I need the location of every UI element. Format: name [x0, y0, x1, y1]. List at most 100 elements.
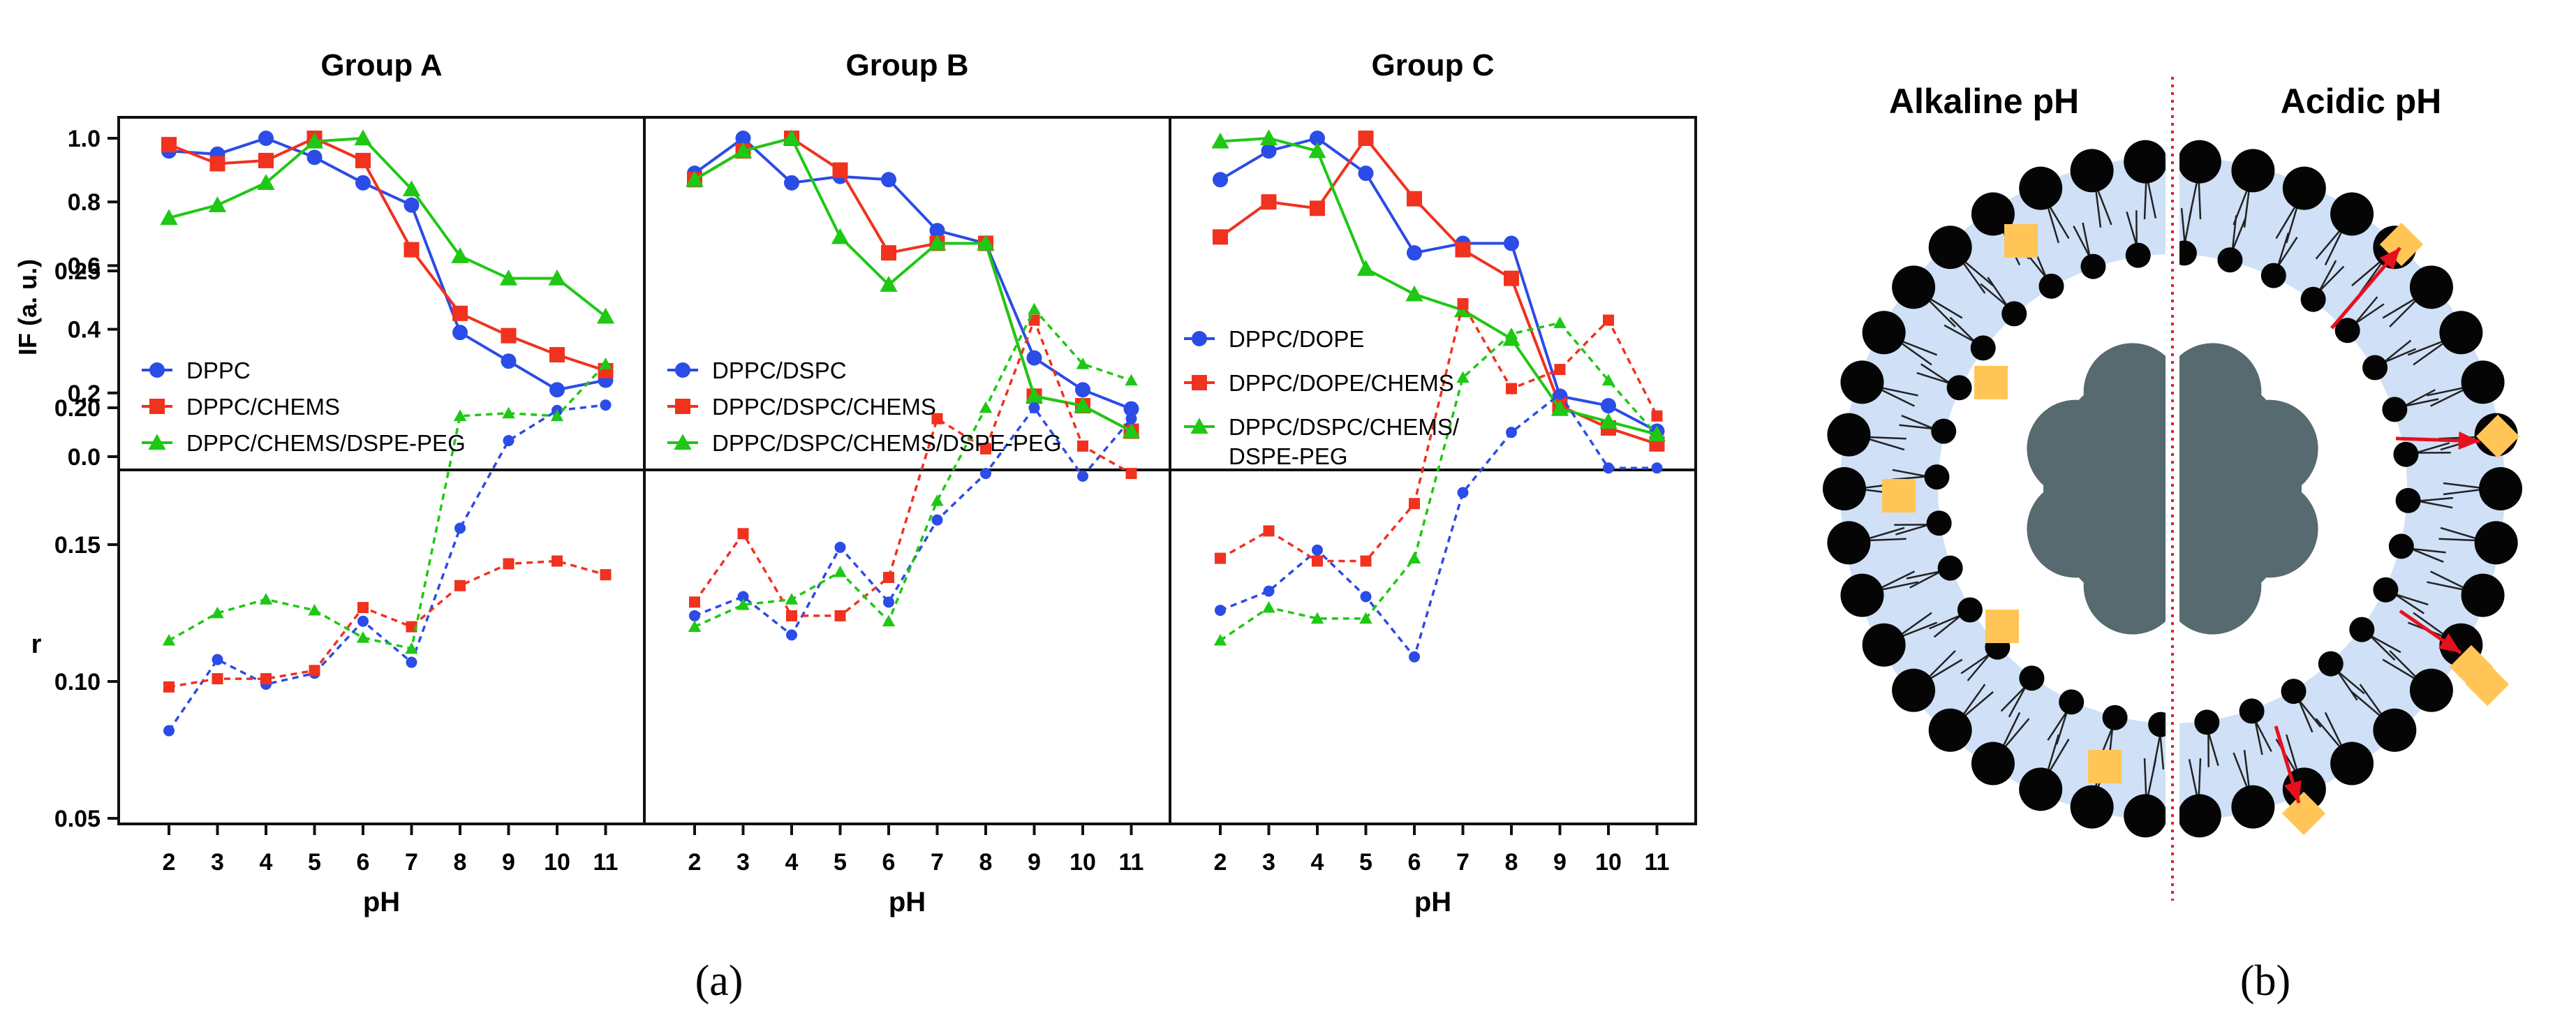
data-point — [451, 247, 469, 263]
data-point — [1504, 270, 1519, 286]
lipid-head-inner — [2059, 689, 2085, 715]
lipid-head-outer — [2070, 149, 2114, 193]
x-tick-label: 10 — [1069, 849, 1096, 876]
lipid-tail — [2369, 634, 2401, 654]
lipid-tail — [1909, 570, 1942, 589]
drug-diamond — [2475, 414, 2520, 459]
lipid-tail — [2369, 635, 2396, 661]
data-point — [1125, 468, 1137, 480]
legend-label: DPPC/CHEMS/DSPE-PEG — [186, 430, 466, 456]
data-point — [1506, 383, 1517, 394]
legend: DPPC DPPC/CHEMS DPPC/CHEMS/DSPE-PEG — [142, 357, 466, 456]
data-point — [1457, 487, 1469, 499]
y-tick-label: 1.0 — [68, 126, 101, 152]
data-point — [1310, 200, 1325, 216]
y-tick-label: 0.10 — [54, 669, 101, 695]
lipid-head-inner — [2102, 705, 2128, 730]
y-axis-label-top: IF (a. u.) — [13, 259, 42, 355]
data-point — [1125, 374, 1138, 386]
legend-label: DPPC/CHEMS — [186, 394, 340, 420]
data-point — [834, 541, 846, 553]
lipid-tail — [2318, 265, 2345, 293]
series-line — [1220, 136, 1658, 436]
data-point — [1211, 132, 1229, 149]
data-point — [783, 129, 801, 146]
lipid-head-inner — [1931, 418, 1957, 444]
lipid-head-outer — [1928, 226, 1972, 270]
data-point — [161, 137, 177, 153]
drug-square — [1974, 366, 2008, 399]
lipid-head-outer — [1823, 467, 1866, 510]
y-tick-label: 0.8 — [68, 189, 101, 216]
data-point — [1215, 552, 1226, 564]
x-tick-label: 9 — [1028, 849, 1041, 876]
series-line — [168, 363, 607, 651]
lipid-tail — [2354, 303, 2385, 325]
lipid-tail — [1933, 614, 1962, 638]
chart-group-a: Group A 2 3 4 5 6 7 8 9 10 11 pH 0.0 0.2 0.4 0.6 0.8 1.0 0… — [13, 48, 646, 917]
data-point — [1358, 131, 1374, 146]
lipid-head-outer — [2409, 265, 2453, 309]
core-lobe — [2083, 343, 2182, 441]
x-tick-label: 3 — [1262, 849, 1275, 876]
data-point — [1359, 612, 1372, 624]
lipid-head-outer — [2124, 140, 2168, 184]
data-point — [1262, 600, 1275, 613]
data-point — [501, 353, 517, 369]
x-tick-label: 9 — [1553, 849, 1567, 876]
x-tick-label: 11 — [1645, 849, 1670, 876]
series-line — [168, 136, 607, 372]
data-point — [784, 175, 799, 191]
data-point — [883, 572, 894, 584]
x-tick-label: 2 — [688, 849, 702, 876]
data-point — [1553, 316, 1567, 328]
data-point — [260, 673, 272, 685]
data-point — [1504, 327, 1518, 339]
lipid-tail — [2394, 593, 2429, 606]
data-point — [686, 170, 704, 187]
core-lobe — [2027, 480, 2125, 578]
series-top-dppc-dspc-chems-dspe-peg — [686, 129, 1141, 438]
data-point — [1026, 350, 1042, 366]
lipid-tail — [1895, 524, 1930, 536]
panel-a-label: (a) — [695, 957, 743, 1005]
data-point — [1075, 382, 1090, 398]
data-point — [1360, 591, 1372, 603]
series-bottom-dppc-chems-dspe-peg — [162, 357, 612, 654]
series-bottom-dppc-dspc-chems-dspe-peg — [688, 302, 1138, 632]
data-point — [1213, 634, 1227, 646]
data-point — [211, 606, 224, 619]
y-tick-label: 0.6 — [68, 253, 101, 279]
data-point — [405, 642, 418, 654]
data-point — [1312, 555, 1323, 567]
lipid-head-outer — [2474, 521, 2518, 565]
legend-marker — [675, 399, 690, 414]
data-point — [452, 325, 468, 341]
x-tick-label: 5 — [834, 849, 847, 876]
data-point — [1308, 142, 1326, 158]
data-point — [1651, 462, 1663, 474]
lipid-head-outer — [2019, 166, 2063, 210]
data-point — [212, 673, 223, 685]
x-tick-label: 2 — [1214, 849, 1227, 876]
y-tick-label: 0.0 — [68, 444, 101, 471]
lipid-head-outer — [2282, 767, 2326, 811]
data-point — [406, 656, 417, 668]
lipid-head-inner — [2001, 301, 2027, 327]
y-tick-label: 0.15 — [54, 532, 101, 559]
x-tick-label: 3 — [736, 849, 750, 876]
drug-square — [1882, 479, 1916, 512]
lipid-tail — [2207, 731, 2219, 767]
data-point — [737, 591, 749, 603]
release-arrow-head — [2458, 432, 2480, 450]
legend-label: DPPC/DSPC/CHEMS/DSPE-PEG — [712, 430, 1062, 456]
core-lobe — [2163, 536, 2262, 635]
legend-label: DPPC/DOPE/CHEMS — [1229, 370, 1454, 396]
x-axis-label: pH — [889, 887, 926, 917]
data-point — [357, 615, 369, 627]
release-arrows — [2274, 246, 2480, 804]
lipid-head-inner — [2194, 709, 2220, 735]
x-tick-label: 6 — [357, 849, 370, 876]
data-point — [735, 131, 751, 146]
lipid-head-outer — [2070, 785, 2114, 829]
